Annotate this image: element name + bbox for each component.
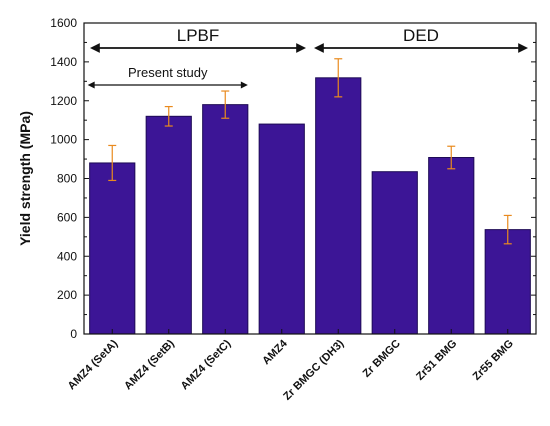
y-tick-label: 1400 [50, 55, 77, 69]
bar-7 [484, 229, 531, 335]
bar-2 [202, 104, 249, 335]
arrow-head-right [518, 43, 528, 53]
annotation-0: LPBF [90, 26, 306, 53]
error-bar-6 [447, 145, 456, 170]
x-tick-label: Zr BMGC [361, 338, 403, 380]
error-bar-7 [503, 214, 512, 245]
x-axis: AMZ4 (SetA) AMZ4 (SetB) AMZ4 (SetC) AMZ4Zr … [66, 329, 516, 403]
y-axis-title: Yield strength (MPa) [17, 111, 33, 246]
y-tick-label: 1200 [50, 94, 77, 108]
x-tick-label: AMZ4 (SetC) [179, 337, 234, 392]
bar-1 [145, 115, 192, 335]
arrow-head-right [240, 81, 248, 89]
arrow-head-left [314, 43, 324, 53]
y-tick-label: 1000 [50, 133, 77, 147]
x-tick-label: Zr BMGC (DH3) [281, 337, 346, 402]
y-tick-label: 0 [70, 327, 77, 341]
y-tick-label: 400 [57, 249, 77, 263]
bars-layer [89, 77, 531, 335]
y-tick-label: 800 [57, 172, 77, 186]
bar-0 [89, 162, 136, 335]
arrow-head-left [87, 81, 95, 89]
bar-4 [315, 77, 362, 335]
bar-3 [258, 123, 305, 335]
error-bar-0 [108, 144, 117, 182]
x-tick-label: Zr51 BMG [414, 338, 459, 383]
annotation-label: DED [403, 26, 439, 45]
annotation-label: Present study [128, 65, 208, 80]
y-tick-label: 600 [57, 210, 77, 224]
error-bars-layer [108, 58, 512, 245]
x-tick-label: Zr55 BMG [471, 338, 516, 383]
error-bar-4 [334, 58, 343, 98]
annotation-2: Present study [87, 65, 248, 89]
bar-6 [428, 157, 475, 335]
error-bar-1 [164, 105, 173, 127]
annotation-1: DED [314, 26, 528, 53]
y-tick-label: 200 [57, 288, 77, 302]
error-bar-2 [221, 90, 230, 119]
annotation-label: LPBF [177, 26, 220, 45]
x-tick-label: AMZ4 [260, 337, 290, 367]
x-tick-label: AMZ4 (SetB) [122, 337, 177, 392]
arrow-head-left [90, 43, 100, 53]
arrow-head-right [296, 43, 306, 53]
x-tick-label: AMZ4 (SetA) [66, 337, 121, 392]
y-axis: 0 200 400 600 800 1000 1200 1400 1600 [50, 16, 536, 341]
bar-5 [371, 171, 418, 335]
annotations-layer: LPBF DED Present study [87, 26, 528, 89]
y-tick-label: 1600 [50, 16, 77, 30]
